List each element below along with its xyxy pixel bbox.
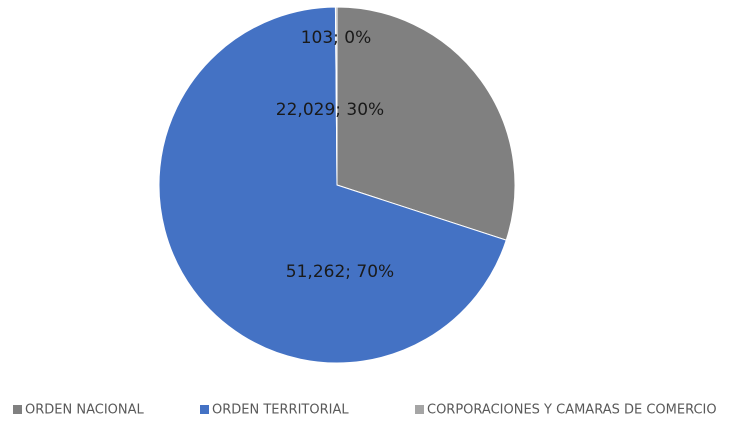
legend-label: ORDEN NACIONAL — [25, 403, 144, 418]
legend-marker — [200, 405, 209, 414]
data-label: 103; 0% — [301, 28, 372, 48]
pie-slice — [336, 6, 516, 241]
legend-label: CORPORACIONES Y CAMARAS DE COMERCIO — [427, 403, 717, 418]
legend-marker — [13, 405, 22, 414]
legend-label: ORDEN TERRITORIAL — [212, 403, 349, 418]
data-label: 51,262; 70% — [286, 262, 394, 282]
pie-slice — [334, 6, 338, 186]
data-label: 22,029; 30% — [276, 100, 384, 120]
legend-marker — [415, 405, 424, 414]
pie-slice — [158, 6, 507, 364]
